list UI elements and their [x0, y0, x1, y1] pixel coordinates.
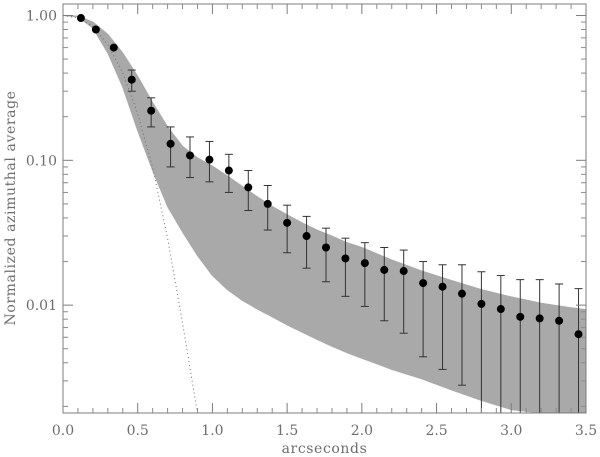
- x-tick-label: 1.0: [201, 423, 223, 439]
- data-point: [127, 75, 136, 84]
- x-axis-title: arcseconds: [282, 441, 368, 457]
- data-point: [147, 106, 156, 115]
- data-point: [341, 254, 350, 263]
- data-point: [419, 279, 428, 288]
- x-tick-label: 0.0: [52, 423, 74, 439]
- data-point: [399, 267, 408, 276]
- data-point: [91, 25, 100, 34]
- y-axis-title: Normalized azimuthal average: [3, 90, 19, 325]
- data-point: [224, 166, 233, 175]
- data-point: [186, 151, 195, 160]
- data-point: [457, 289, 466, 298]
- data-point: [321, 243, 330, 252]
- data-point: [477, 299, 486, 308]
- data-point: [263, 199, 272, 208]
- x-tick-label: 1.5: [276, 423, 298, 439]
- data-point: [109, 43, 118, 52]
- x-tick-label: 2.0: [351, 423, 373, 439]
- data-point: [76, 14, 85, 23]
- axes-layer: [62, 3, 587, 414]
- x-tick-label: 2.5: [425, 423, 447, 439]
- data-point: [516, 312, 525, 321]
- y-tick-label: 0.10: [26, 153, 57, 169]
- y-tick-label: 1.00: [26, 8, 57, 24]
- data-point: [574, 330, 583, 339]
- plot-frame: [62, 3, 587, 414]
- data-point: [380, 265, 389, 274]
- data-point: [496, 305, 505, 314]
- data-point: [205, 155, 214, 164]
- data-point: [166, 139, 175, 148]
- data-point: [555, 316, 564, 325]
- data-point: [360, 259, 369, 268]
- data-point: [535, 314, 544, 323]
- x-tick-label: 3.0: [500, 423, 522, 439]
- data-point: [283, 218, 292, 227]
- y-tick-label: 0.01: [26, 298, 57, 314]
- data-points-layer: [76, 14, 583, 339]
- data-point: [302, 232, 311, 241]
- data-point: [438, 282, 447, 291]
- data-point: [244, 183, 253, 192]
- ticks-layer: 0.0 0.5 1.0 1.5 2.0 2.5 3.0 3.5 1.00 0.10 0.01: [26, 4, 597, 439]
- x-tick-label: 3.5: [575, 423, 597, 439]
- x-tick-label: 0.5: [127, 423, 149, 439]
